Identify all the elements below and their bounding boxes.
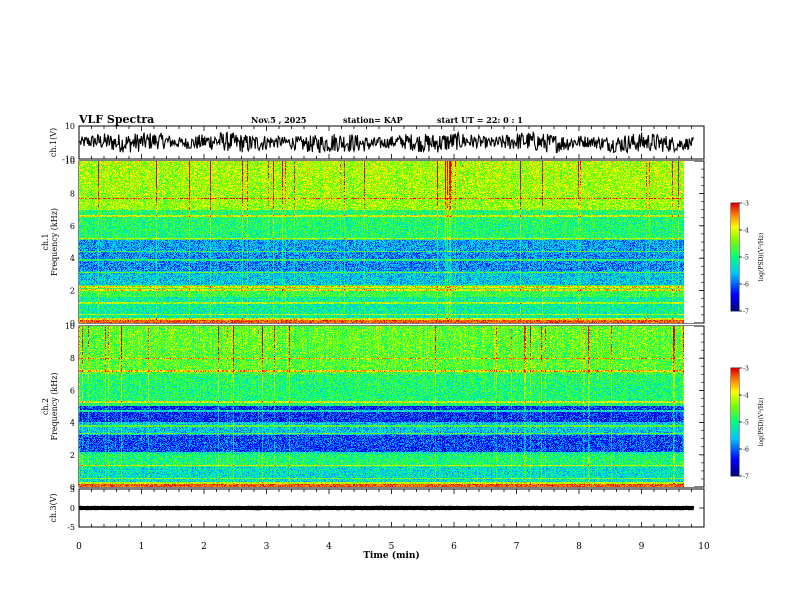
y-axis-label: ch.3(V) [49,493,58,522]
ch2-colorbar [731,368,739,476]
y-axis-label: ch.2 [41,398,50,415]
y-axis-label: Frequency (kHz) [50,208,59,276]
colorbar-tick-label: -4 [743,393,749,400]
colorbar-tick-label: -7 [743,309,749,316]
y-axis-label: ch.1 [41,233,50,250]
y-tick-label: 6 [70,386,75,395]
x-tick-label: 5 [389,542,395,552]
colorbar-tick-label: -6 [743,447,749,454]
y-tick-label: -5 [67,523,75,532]
x-tick-label: 2 [201,542,207,552]
y-axis-label: ch.1(V) [49,128,58,157]
y-tick-label: 10 [65,122,75,131]
y-axis-label: Frequency (kHz) [50,372,59,440]
y-tick-label: 6 [70,222,75,231]
y-tick-label: 4 [70,254,75,263]
y-tick-label: 8 [70,189,75,198]
ch2-spectrogram-image [79,326,694,487]
y-tick-label: 2 [70,287,75,296]
colorbar-tick-label: -5 [743,255,749,262]
y-tick-label: 5 [70,485,75,494]
y-tick-label: 4 [70,419,75,428]
colorbar-tick-label: -3 [743,201,749,208]
y-tick-label: 10 [65,322,75,331]
x-tick-label: 3 [264,542,270,552]
x-tick-label: 10 [698,542,710,552]
x-tick-label: 7 [514,542,520,552]
colorbar-tick-label: -5 [743,420,749,427]
x-axis-label: Time (min) [363,550,420,561]
y-tick-label: 0 [70,319,75,328]
x-tick-label: 1 [139,542,145,552]
colorbar-tick-label: -6 [743,282,749,289]
figure-title: VLF Spectra [78,113,154,126]
x-tick-label: 6 [451,542,457,552]
colorbar-tick-label: -4 [743,228,749,235]
station-label: station= KAP [343,115,403,125]
colorbar-label: log(PSD)(V²/Hz) [758,233,765,282]
y-tick-label: 2 [70,451,75,460]
x-tick-label: 8 [576,542,582,552]
ch1-spectrogram-image [79,161,694,323]
colorbar-tick-label: -7 [743,474,749,481]
colorbar-label: log(PSD)(V²/Hz) [758,398,765,447]
y-tick-label: -10 [62,155,75,164]
ch1-waveform-trace [79,130,694,154]
y-tick-label: 10 [65,157,75,166]
x-tick-label: 9 [639,542,645,552]
date-label: Nov.5 , 2025 [251,115,306,125]
start-ut-label: start UT = 22: 0 : 1 [437,115,523,125]
colorbar-tick-label: -3 [743,366,749,373]
y-tick-label: 8 [70,354,75,363]
x-tick-label: 4 [326,542,332,552]
y-tick-label: 0 [70,504,75,513]
x-tick-label: 0 [76,542,82,552]
ch1-colorbar [731,203,739,311]
y-tick-label: 0 [70,483,75,492]
